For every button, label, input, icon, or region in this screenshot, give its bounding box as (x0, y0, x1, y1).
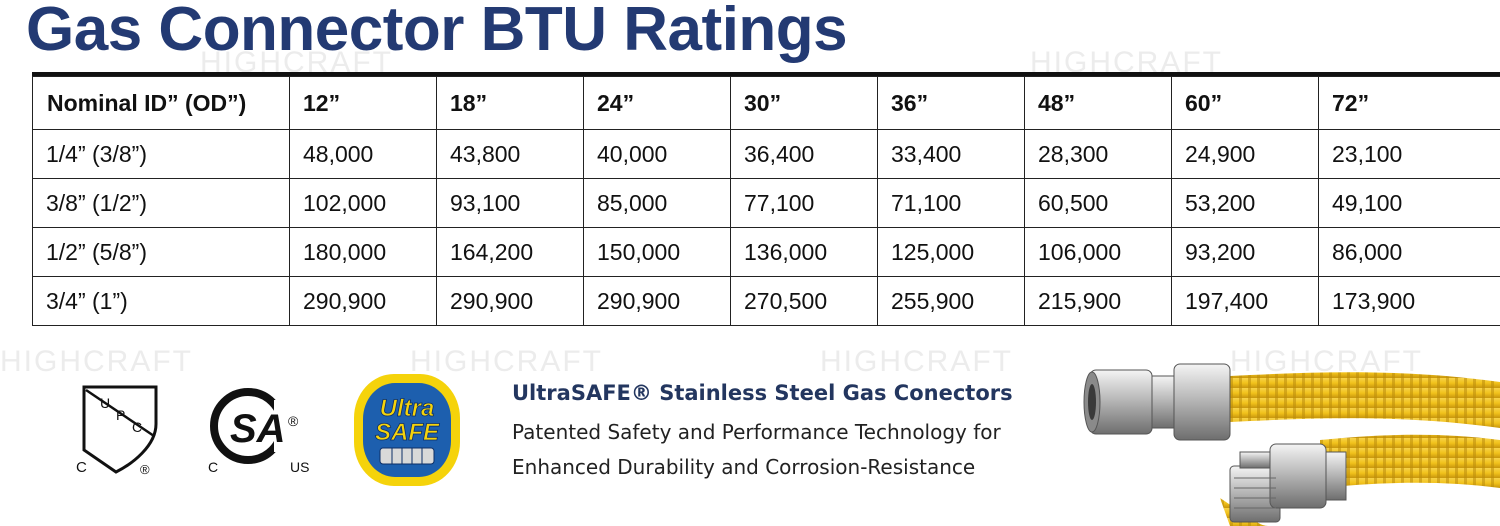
watermark: HIGHCRAFT (820, 345, 1013, 378)
btu-cell: 164,200 (436, 227, 584, 277)
header-nominal-id: Nominal ID” (OD”) (32, 76, 290, 130)
btu-cell: 49,100 (1318, 178, 1500, 228)
btu-cell: 71,100 (877, 178, 1025, 228)
table-row: 3/8” (1/2”) 102,000 93,100 85,000 77,100… (32, 178, 1500, 228)
header-length: 48” (1024, 76, 1172, 130)
btu-cell: 197,400 (1171, 276, 1319, 326)
table-row: 3/4” (1”) 290,900 290,900 290,900 270,50… (32, 276, 1500, 326)
csa-registered-mark: ® (288, 413, 299, 429)
row-size: 3/4” (1”) (32, 276, 290, 326)
ultrasafe-line2: SAFE (375, 419, 440, 446)
table-header-row: Nominal ID” (OD”) 12” 18” 24” 30” 36” 48… (32, 76, 1500, 130)
btu-cell: 93,200 (1171, 227, 1319, 277)
header-length: 36” (877, 76, 1025, 130)
btu-cell: 60,500 (1024, 178, 1172, 228)
upc-letter: C (132, 419, 142, 435)
row-size: 1/2” (5/8”) (32, 227, 290, 277)
watermark: HIGHCRAFT (410, 345, 603, 378)
csa-sa-text: SA (230, 407, 286, 451)
btu-cell: 77,100 (730, 178, 878, 228)
upc-registered-mark: ® (140, 462, 150, 477)
btu-cell: 290,900 (436, 276, 584, 326)
btu-cell: 173,900 (1318, 276, 1500, 326)
btu-cell: 53,200 (1171, 178, 1319, 228)
btu-cell: 24,900 (1171, 129, 1319, 179)
header-length: 72” (1318, 76, 1500, 130)
btu-cell: 85,000 (583, 178, 731, 228)
table-row: 1/2” (5/8”) 180,000 164,200 150,000 136,… (32, 227, 1500, 277)
btu-cell: 255,900 (877, 276, 1025, 326)
header-length: 60” (1171, 76, 1319, 130)
btu-cell: 86,000 (1318, 227, 1500, 277)
header-length: 18” (436, 76, 584, 130)
btu-cell: 106,000 (1024, 227, 1172, 277)
upc-letter: U (100, 395, 110, 411)
table-row: 1/4” (3/8”) 48,000 43,800 40,000 36,400 … (32, 129, 1500, 179)
gas-connector-product-photo (1083, 363, 1500, 526)
header-length: 12” (289, 76, 437, 130)
header-length: 30” (730, 76, 878, 130)
title-rule (32, 72, 1500, 76)
btu-cell: 125,000 (877, 227, 1025, 277)
btu-cell: 48,000 (289, 129, 437, 179)
btu-cell: 33,400 (877, 129, 1025, 179)
btu-cell: 136,000 (730, 227, 878, 277)
btu-cell: 28,300 (1024, 129, 1172, 179)
feature-title: UltraSAFE® Stainless Steel Gas Conectors (512, 381, 1013, 405)
feature-line: Enhanced Durability and Corrosion-Resist… (512, 455, 976, 479)
csa-certification-logo: SA ® C US (208, 388, 309, 475)
ultrasafe-line1: Ultra (380, 395, 435, 422)
btu-cell: 102,000 (289, 178, 437, 228)
row-size: 3/8” (1/2”) (32, 178, 290, 228)
btu-cell: 215,900 (1024, 276, 1172, 326)
btu-ratings-table: Nominal ID” (OD”) 12” 18” 24” 30” 36” 48… (32, 76, 1500, 326)
btu-cell: 150,000 (583, 227, 731, 277)
csa-c-mark: C (208, 459, 218, 475)
btu-cell: 290,900 (583, 276, 731, 326)
btu-cell: 180,000 (289, 227, 437, 277)
btu-cell: 43,800 (436, 129, 584, 179)
btu-cell: 40,000 (583, 129, 731, 179)
btu-cell: 270,500 (730, 276, 878, 326)
row-size: 1/4” (3/8”) (32, 129, 290, 179)
ultrasafe-logo: Ultra SAFE (354, 374, 460, 486)
btu-cell: 93,100 (436, 178, 584, 228)
header-length: 24” (583, 76, 731, 130)
btu-cell: 290,900 (289, 276, 437, 326)
page-title: Gas Connector BTU Ratings (26, 0, 848, 64)
btu-cell: 23,100 (1318, 129, 1500, 179)
watermark: HIGHCRAFT (0, 345, 193, 378)
btu-cell: 36,400 (730, 129, 878, 179)
feature-line: Patented Safety and Performance Technolo… (512, 420, 1001, 444)
upc-certification-logo: U P C C ® (76, 385, 158, 477)
upc-letter: P (116, 407, 125, 423)
csa-us-mark: US (290, 459, 309, 475)
upc-c-mark: C (76, 459, 87, 476)
